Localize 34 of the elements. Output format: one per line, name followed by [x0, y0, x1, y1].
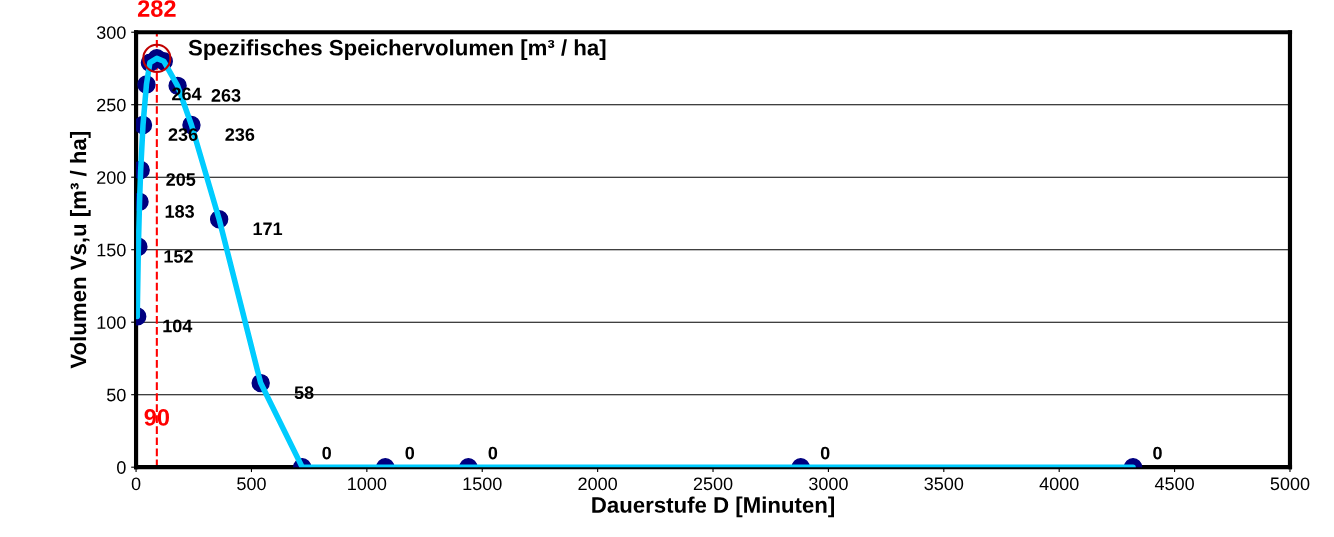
data-label: 152: [164, 249, 193, 263]
data-label: 0: [1153, 446, 1162, 460]
y-tick-label: 150: [97, 243, 126, 257]
y-tick-label: 300: [96, 26, 126, 39]
x-tick-label: 4000: [1039, 477, 1079, 491]
data-label: 263: [211, 89, 241, 102]
y-tick-label: 50: [106, 388, 126, 402]
data-label: 0: [488, 446, 498, 460]
x-tick-label: 2000: [578, 477, 618, 491]
data-label: 104: [163, 319, 193, 333]
annotation: 282: [137, 0, 176, 17]
data-label: 0: [820, 446, 830, 460]
y-tick-label: 100: [97, 316, 126, 329]
x-axis-title: Dauerstufe D [Minuten]: [592, 496, 835, 518]
x-tick-label: 1500: [463, 477, 502, 491]
y-axis-title: Volumen Vs,u [m³ / ha]: [69, 132, 91, 369]
chart-title: Spezifisches Speichervolumen [m³ / ha]: [188, 39, 606, 60]
x-tick-label: 1000: [348, 477, 387, 491]
data-label: 0: [405, 446, 415, 460]
x-tick-label: 0: [131, 477, 141, 491]
ref-line-label: 90: [144, 409, 169, 426]
x-tick-label: 4500: [1154, 477, 1194, 491]
data-label: 171: [253, 222, 283, 236]
data-label: 236: [225, 128, 255, 141]
x-tick-label: 2500: [693, 477, 733, 491]
x-tick-label: 500: [237, 477, 266, 491]
data-label: 183: [165, 205, 194, 218]
x-tick-label: 3500: [924, 477, 964, 491]
x-tick-label: 5000: [1270, 477, 1310, 491]
x-tick-label: 3000: [809, 477, 848, 491]
data-label: 0: [322, 446, 331, 460]
y-tick-label: 200: [97, 171, 126, 184]
y-tick-label: 250: [97, 98, 126, 112]
y-tick-label: 0: [117, 461, 126, 474]
